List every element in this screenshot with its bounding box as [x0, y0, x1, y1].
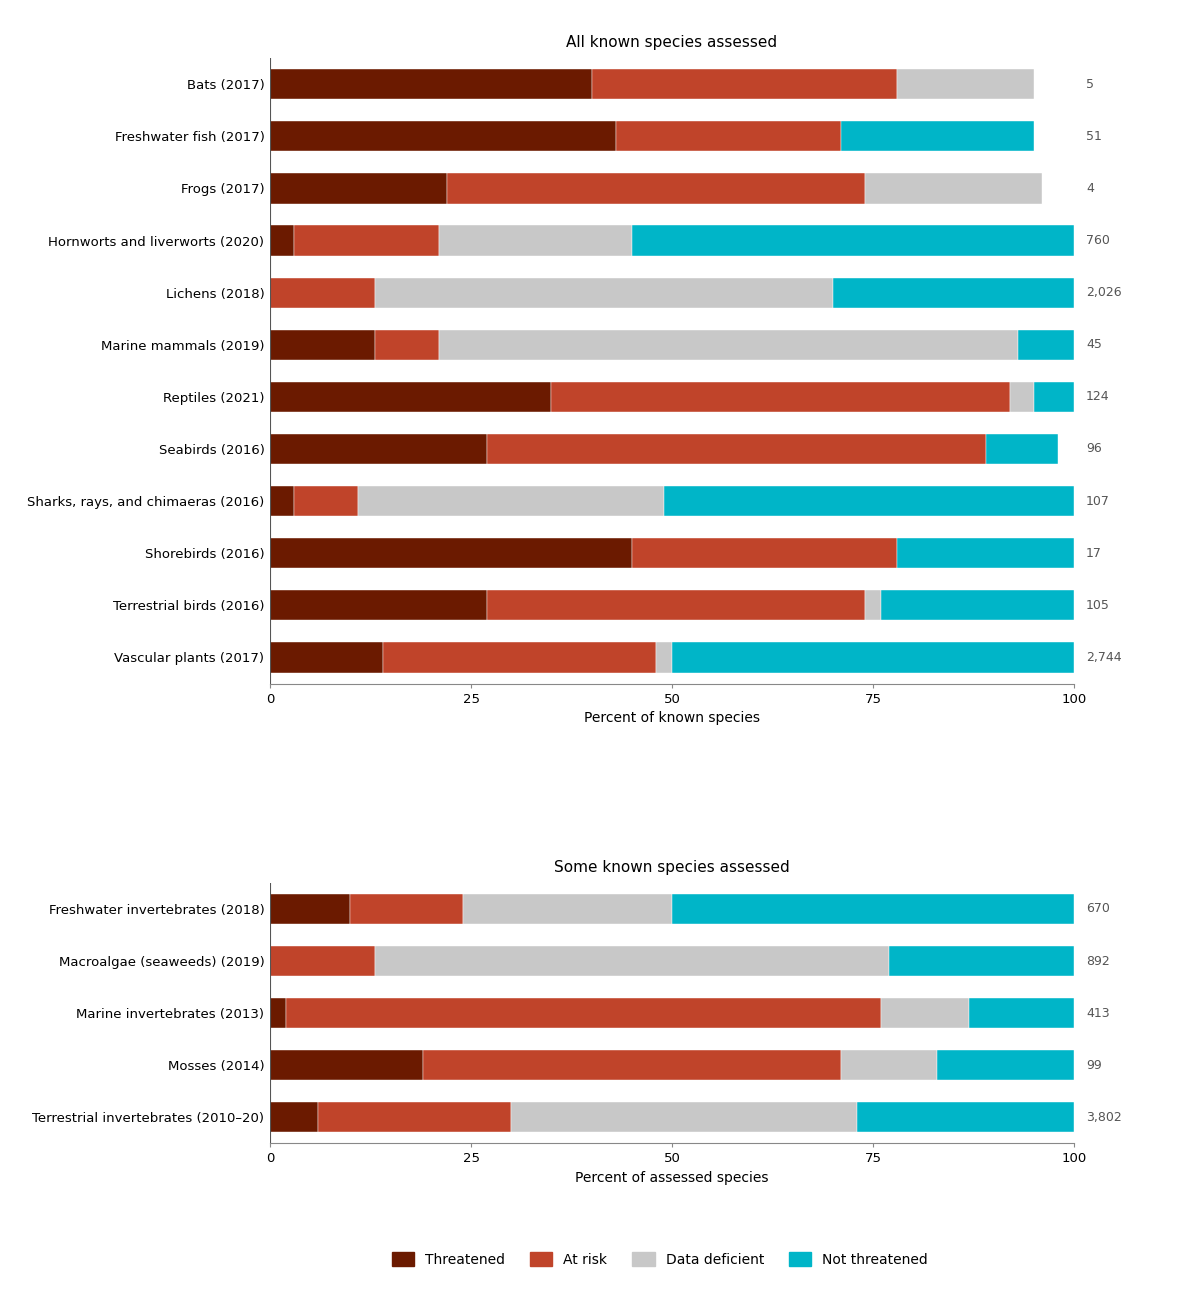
Bar — [270, 997, 286, 1028]
Bar — [359, 486, 664, 517]
Bar — [592, 68, 898, 99]
Bar — [270, 590, 487, 620]
Bar — [270, 225, 294, 256]
Bar — [487, 590, 865, 620]
Bar — [616, 121, 841, 151]
Bar — [1009, 381, 1034, 412]
Bar — [833, 278, 1074, 307]
Bar — [270, 1050, 422, 1080]
Text: 107: 107 — [1086, 495, 1110, 508]
Bar — [672, 894, 1074, 924]
Bar — [881, 997, 970, 1028]
Bar — [446, 173, 865, 204]
Bar — [270, 537, 632, 568]
Bar — [632, 225, 1074, 256]
Bar — [881, 590, 1074, 620]
Bar — [383, 642, 656, 673]
Bar — [270, 68, 592, 99]
Bar — [374, 329, 439, 360]
Text: 105: 105 — [1086, 598, 1110, 612]
Bar — [857, 1102, 1074, 1133]
Title: Some known species assessed: Some known species assessed — [554, 859, 790, 875]
Bar — [270, 381, 552, 412]
Bar — [898, 68, 1034, 99]
Bar — [286, 997, 881, 1028]
Bar — [270, 434, 487, 464]
Bar — [1018, 329, 1074, 360]
Bar — [374, 946, 889, 977]
Title: All known species assessed: All known species assessed — [566, 35, 778, 50]
Text: 124: 124 — [1086, 390, 1110, 403]
Bar — [664, 486, 1074, 517]
Bar — [865, 590, 881, 620]
Bar — [270, 329, 374, 360]
X-axis label: Percent of known species: Percent of known species — [584, 711, 760, 725]
Bar — [865, 173, 1042, 204]
Bar — [439, 329, 1018, 360]
Bar — [294, 225, 439, 256]
Bar — [898, 537, 1074, 568]
Bar — [270, 486, 294, 517]
Bar — [552, 381, 1009, 412]
Bar — [656, 642, 672, 673]
Bar — [374, 278, 833, 307]
Text: 2,744: 2,744 — [1086, 651, 1122, 664]
X-axis label: Percent of assessed species: Percent of assessed species — [575, 1171, 769, 1185]
Text: 892: 892 — [1086, 955, 1110, 968]
Bar — [511, 1102, 857, 1133]
Bar — [841, 1050, 937, 1080]
Bar — [937, 1050, 1074, 1080]
Text: 96: 96 — [1086, 442, 1102, 456]
Text: 99: 99 — [1086, 1058, 1102, 1072]
Bar — [632, 537, 898, 568]
Bar — [270, 946, 374, 977]
Text: 670: 670 — [1086, 902, 1110, 916]
Bar — [970, 997, 1074, 1028]
Bar — [463, 894, 672, 924]
Bar — [270, 173, 446, 204]
Bar — [487, 434, 985, 464]
Text: 760: 760 — [1086, 234, 1110, 247]
Bar — [422, 1050, 841, 1080]
Bar — [318, 1102, 511, 1133]
Legend: Threatened, At risk, Data deficient, Not threatened: Threatened, At risk, Data deficient, Not… — [386, 1247, 934, 1273]
Text: 4: 4 — [1086, 182, 1094, 195]
Bar — [985, 434, 1058, 464]
Text: 5: 5 — [1086, 78, 1094, 90]
Bar — [672, 642, 1074, 673]
Bar — [270, 1102, 318, 1133]
Bar — [841, 121, 1034, 151]
Bar — [889, 946, 1074, 977]
Bar — [270, 278, 374, 307]
Bar — [350, 894, 463, 924]
Text: 51: 51 — [1086, 129, 1102, 143]
Text: 17: 17 — [1086, 547, 1102, 559]
Bar — [270, 894, 350, 924]
Text: 413: 413 — [1086, 1006, 1110, 1019]
Text: 2,026: 2,026 — [1086, 286, 1122, 300]
Bar — [1034, 381, 1074, 412]
Bar — [439, 225, 632, 256]
Bar — [270, 642, 383, 673]
Text: 45: 45 — [1086, 339, 1102, 351]
Bar — [270, 121, 616, 151]
Text: 3,802: 3,802 — [1086, 1111, 1122, 1124]
Bar — [294, 486, 359, 517]
